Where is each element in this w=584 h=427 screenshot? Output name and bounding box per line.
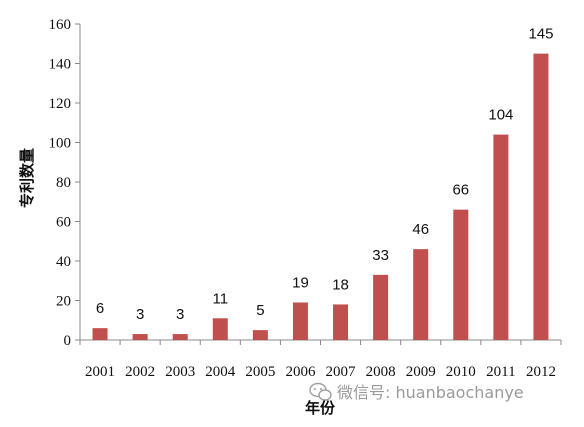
x-tick-label: 2007 bbox=[326, 364, 357, 380]
x-tick-label: 2011 bbox=[486, 364, 515, 380]
data-label: 5 bbox=[256, 302, 264, 319]
y-tick-label: 120 bbox=[49, 96, 72, 112]
data-label: 3 bbox=[136, 306, 144, 323]
y-tick-label: 60 bbox=[56, 215, 71, 231]
bar bbox=[413, 249, 429, 340]
y-axis-label: 专利数量 bbox=[18, 148, 36, 208]
x-tick-label: 2012 bbox=[526, 364, 556, 380]
y-tick-label: 140 bbox=[49, 57, 72, 73]
bar bbox=[172, 334, 188, 340]
y-tick-label: 20 bbox=[56, 294, 71, 310]
data-label: 33 bbox=[372, 247, 389, 264]
bar bbox=[453, 209, 469, 340]
y-tick-label: 40 bbox=[56, 254, 71, 270]
bar bbox=[252, 330, 268, 340]
x-axis-label: 年份 bbox=[305, 399, 336, 417]
bar bbox=[533, 53, 549, 340]
bar bbox=[493, 134, 509, 340]
data-label: 3 bbox=[176, 306, 184, 323]
bar bbox=[373, 274, 389, 340]
bar bbox=[292, 302, 308, 340]
data-label: 46 bbox=[412, 221, 429, 238]
x-tick-label: 2005 bbox=[245, 364, 275, 380]
bars bbox=[92, 53, 549, 340]
data-label: 19 bbox=[292, 274, 309, 291]
data-label: 145 bbox=[528, 26, 553, 43]
x-tick-label: 2010 bbox=[446, 364, 476, 380]
data-label: 11 bbox=[213, 290, 229, 307]
x-tick-label: 2009 bbox=[406, 364, 436, 380]
data-label: 66 bbox=[452, 182, 469, 199]
x-tick-label: 2003 bbox=[165, 364, 195, 380]
bar bbox=[132, 334, 148, 340]
x-tick-label: 2002 bbox=[125, 364, 155, 380]
watermark-text: 微信号: huanbaochanye bbox=[337, 383, 524, 402]
y-axis: 0 20 40 60 80 100 120 140 160 bbox=[49, 17, 81, 349]
bar bbox=[333, 304, 349, 340]
y-tick-label: 80 bbox=[56, 175, 71, 191]
y-tick-label: 100 bbox=[49, 136, 72, 152]
watermark: 微信号: huanbaochanye bbox=[309, 382, 524, 402]
data-label: 6 bbox=[96, 300, 104, 317]
data-label: 104 bbox=[488, 107, 513, 124]
x-tick-label: 2006 bbox=[285, 364, 316, 380]
x-tick-label: 2004 bbox=[205, 364, 236, 380]
wechat-icon bbox=[309, 382, 332, 401]
bar bbox=[92, 328, 108, 340]
y-tick-label: 0 bbox=[64, 333, 72, 349]
data-label: 18 bbox=[332, 276, 349, 293]
bar bbox=[212, 318, 228, 340]
x-tick-label: 2001 bbox=[85, 364, 115, 380]
x-tick-label: 2008 bbox=[366, 364, 396, 380]
y-tick-label: 160 bbox=[49, 17, 72, 33]
x-axis: 2001 2002 2003 2004 2005 2006 2007 2008 2009 2010… bbox=[79, 339, 562, 380]
